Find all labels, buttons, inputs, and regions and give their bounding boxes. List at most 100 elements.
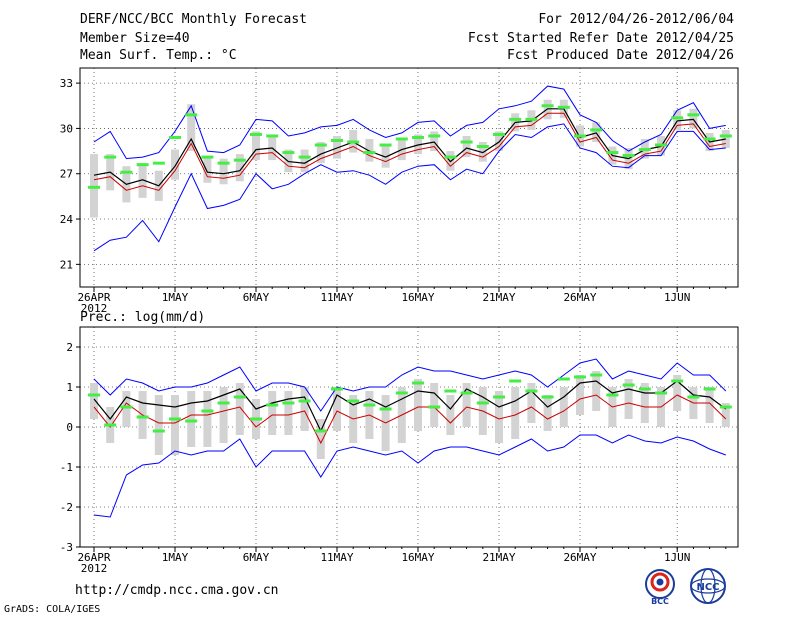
spread-box <box>300 387 309 431</box>
observed-marker <box>331 387 343 391</box>
y-tick-label: 27 <box>60 168 73 181</box>
spread-box <box>316 142 325 164</box>
observed-marker <box>703 137 716 141</box>
observed-marker <box>574 375 586 379</box>
min-line <box>93 123 726 252</box>
y-tick-label: -1 <box>60 461 73 474</box>
observed-marker <box>185 113 198 117</box>
spread-box <box>559 387 568 427</box>
y-tick-label: 30 <box>60 122 73 135</box>
observed-marker <box>493 395 505 399</box>
x-tick-label: 26MAY <box>563 551 596 564</box>
observed-marker <box>687 113 700 117</box>
y-tick-label: 0 <box>66 421 73 434</box>
source-url[interactable]: http://cmdp.ncc.cma.gov.cn <box>75 583 279 598</box>
spread-box <box>203 155 212 183</box>
x-tick-label: 1MAY <box>162 551 189 564</box>
observed-marker <box>525 117 538 121</box>
spread-box <box>90 154 98 218</box>
spread-box <box>90 383 98 419</box>
min-line <box>93 434 726 518</box>
observed-marker <box>606 393 619 397</box>
x-tick-label: 1MAY <box>162 291 189 304</box>
spread-box <box>511 387 520 439</box>
observed-marker <box>622 154 635 158</box>
spread-box <box>333 135 341 159</box>
observed-marker <box>493 132 505 136</box>
spread-box <box>414 134 422 155</box>
spread-box <box>122 391 131 427</box>
spread-box <box>705 387 714 423</box>
x-tick-label: 1JUN <box>664 551 691 564</box>
observed-marker <box>104 155 117 159</box>
x-tick-sublabel: 2012 <box>81 302 108 315</box>
x-tick-label: 11MAY <box>320 291 353 304</box>
max-line <box>93 358 727 412</box>
observed-marker <box>476 145 489 149</box>
y-tick-label: 33 <box>60 77 73 90</box>
observed-marker <box>719 405 732 409</box>
observed-marker <box>314 429 327 433</box>
observed-marker <box>136 415 149 419</box>
observed-marker <box>233 158 246 162</box>
bottom-variable-label: Prec.: log(mm/d) <box>80 310 206 325</box>
observed-marker <box>557 105 570 109</box>
observed-marker <box>363 151 376 155</box>
spread-box <box>268 391 277 435</box>
observed-marker <box>638 148 651 152</box>
observed-marker <box>152 161 165 165</box>
x-tick-label: 16MAY <box>401 551 434 564</box>
max-line <box>93 85 726 160</box>
observed-marker <box>201 409 214 413</box>
observed-marker <box>88 393 100 397</box>
spread-box <box>333 387 341 431</box>
observed-marker <box>509 379 522 383</box>
observed-marker <box>525 389 538 393</box>
observed-marker <box>363 403 376 407</box>
x-tick-label: 21MAY <box>482 551 515 564</box>
observed-marker <box>347 140 360 144</box>
median-line <box>93 112 726 191</box>
plot-frame <box>79 326 739 548</box>
observed-marker <box>169 135 181 139</box>
spread-box <box>462 135 471 158</box>
observed-marker <box>169 417 181 421</box>
observed-marker <box>379 407 392 411</box>
observed-marker <box>88 185 100 189</box>
observed-marker <box>412 135 424 139</box>
observed-marker <box>266 403 279 407</box>
spread-box <box>495 391 503 443</box>
observed-marker <box>266 134 279 138</box>
member-size: Member Size=40 <box>80 31 190 46</box>
observed-marker <box>655 391 667 395</box>
spread-box <box>592 122 601 143</box>
x-tick-label: 26MAY <box>563 291 596 304</box>
observed-marker <box>314 143 327 147</box>
spread-box <box>284 391 293 435</box>
x-tick-label: 26APR <box>77 291 110 304</box>
spread-box <box>252 131 260 161</box>
observed-marker <box>557 377 570 381</box>
observed-marker <box>282 151 295 155</box>
observed-marker <box>120 405 133 409</box>
svg-text:NCC: NCC <box>696 582 719 593</box>
spread-box <box>203 391 212 447</box>
spread-box <box>430 383 439 427</box>
observed-marker <box>250 132 262 136</box>
observed-marker <box>574 134 586 138</box>
observed-marker <box>136 163 149 167</box>
observed-marker <box>541 395 554 399</box>
spread-box <box>527 383 536 423</box>
observed-marker <box>217 401 230 405</box>
x-tick-label: 6MAY <box>243 551 270 564</box>
y-tick-label: 24 <box>60 213 74 226</box>
forecast-start-date: Fcst Started Refer Date 2012/04/25 <box>467 31 734 46</box>
observed-marker <box>476 401 489 405</box>
observed-marker <box>395 391 408 395</box>
mean-line <box>93 108 726 187</box>
x-tick-label: 26APR <box>77 551 110 564</box>
spread-box <box>624 379 633 419</box>
observed-marker <box>671 379 684 383</box>
